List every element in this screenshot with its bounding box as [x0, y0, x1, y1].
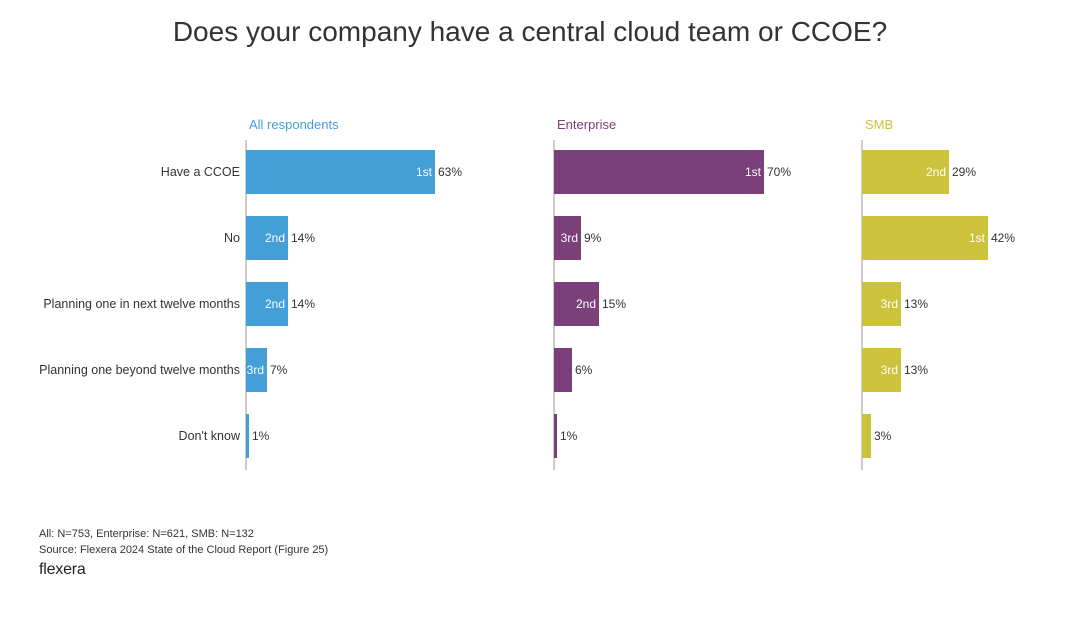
rank-label: 1st [745, 165, 762, 179]
rank-label: 2nd [265, 297, 285, 311]
value-label: 14% [291, 231, 315, 245]
value-label: 7% [270, 363, 288, 377]
rank-label: 3rd [881, 297, 898, 311]
rank-label: 2nd [926, 165, 946, 179]
series-label: Enterprise [557, 117, 616, 132]
bar [862, 348, 901, 392]
value-label: 6% [575, 363, 593, 377]
value-label: 15% [602, 297, 626, 311]
sample-size-note: All: N=753, Enterprise: N=621, SMB: N=13… [39, 528, 254, 540]
value-label: 42% [991, 231, 1015, 245]
rank-label: 2nd [265, 231, 285, 245]
bar [554, 282, 599, 326]
bar [246, 414, 249, 458]
category-label: Don't know [179, 429, 241, 443]
category-label: Planning one in next twelve months [43, 297, 240, 311]
bar [862, 150, 949, 194]
flexera-logo: flexera [39, 561, 86, 578]
value-label: 70% [767, 165, 791, 179]
series-label: SMB [865, 117, 893, 132]
rank-label: 1st [416, 165, 433, 179]
chart-title: Does your company have a central cloud t… [172, 16, 888, 47]
bar [862, 414, 871, 458]
source-note: Source: Flexera 2024 State of the Cloud … [39, 544, 329, 556]
value-label: 9% [584, 231, 602, 245]
bar [554, 414, 557, 458]
value-label: 29% [952, 165, 976, 179]
rank-label: 3rd [561, 231, 578, 245]
value-label: 13% [904, 297, 928, 311]
bar [246, 348, 267, 392]
value-label: 1% [560, 429, 578, 443]
bar [246, 282, 288, 326]
rank-label: 2nd [576, 297, 596, 311]
bar [246, 150, 435, 194]
bar [554, 216, 581, 260]
category-label: Have a CCOE [161, 165, 240, 179]
rank-label: 3rd [247, 363, 264, 377]
category-label: Planning one beyond twelve months [39, 363, 240, 377]
bar [862, 282, 901, 326]
bar [862, 216, 988, 260]
rank-label: 1st [969, 231, 986, 245]
value-label: 63% [438, 165, 462, 179]
category-label: No [224, 231, 240, 245]
value-label: 13% [904, 363, 928, 377]
bar [246, 216, 288, 260]
value-label: 14% [291, 297, 315, 311]
value-label: 3% [874, 429, 892, 443]
rank-label: 3rd [881, 363, 898, 377]
bar [554, 150, 764, 194]
bar [554, 348, 572, 392]
series-label: All respondents [249, 117, 339, 132]
value-label: 1% [252, 429, 270, 443]
